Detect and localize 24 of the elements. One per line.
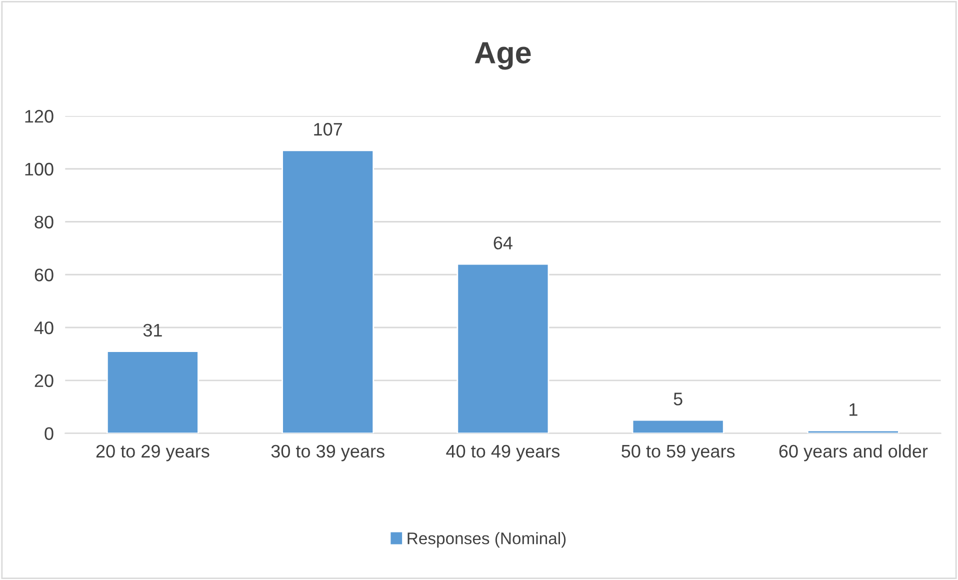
data-label: 31 <box>143 324 162 337</box>
data-label: 5 <box>674 392 682 406</box>
y-tick-label: 0 <box>44 427 54 440</box>
bar <box>106 350 199 434</box>
bar <box>456 263 550 434</box>
data-label: 1 <box>850 403 858 416</box>
y-tick-label: 20 <box>34 374 54 388</box>
chart-title: Age <box>474 42 531 70</box>
x-tick-label: 30 to 39 years <box>271 444 384 462</box>
y-tick-label: 40 <box>34 321 54 334</box>
x-tick-label: 20 to 29 years <box>96 444 210 462</box>
x-tick-label: 60 years and older <box>779 444 928 462</box>
x-tick-label: 40 to 49 years <box>446 444 560 462</box>
legend-label: Responses (Nominal) <box>408 532 566 548</box>
y-tick-label: 60 <box>34 268 54 282</box>
data-label: 107 <box>314 122 342 136</box>
bar <box>632 419 724 434</box>
x-tick-label: 50 to 59 years <box>622 444 735 462</box>
bar <box>806 430 900 434</box>
y-tick-label: 120 <box>25 110 54 123</box>
bar <box>282 150 374 434</box>
data-label: 64 <box>494 236 512 250</box>
y-tick-label: 80 <box>34 216 54 228</box>
y-tick-label: 100 <box>25 162 54 176</box>
